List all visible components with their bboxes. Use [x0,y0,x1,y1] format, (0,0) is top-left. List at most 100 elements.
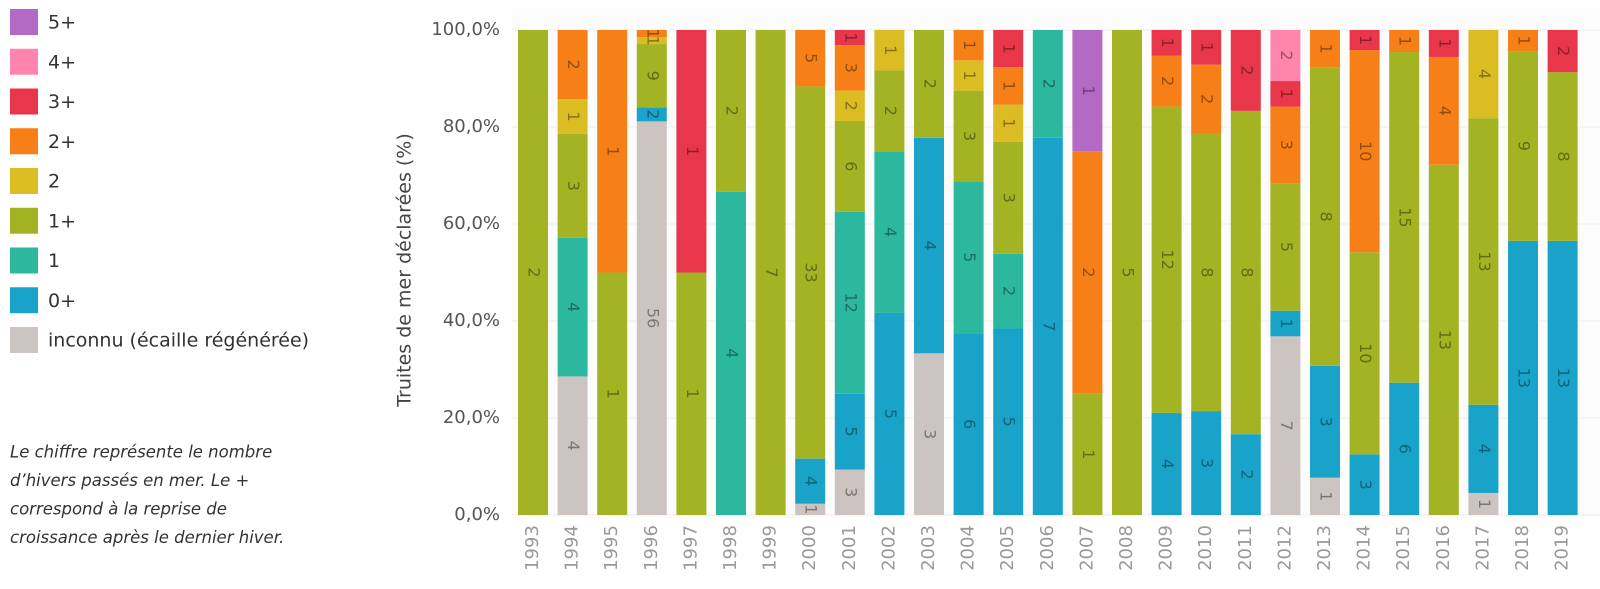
data-label: 1 [604,389,623,399]
bar-segment [1270,183,1301,311]
data-label: 3 [841,63,860,73]
x-tick-label: 2019 [1552,525,1573,571]
x-tick-label: 2012 [1274,525,1295,571]
bar-segment [636,30,667,38]
y-tick-label: 80,0% [443,116,500,137]
bar-segment [1270,310,1301,337]
bar-segment [1428,30,1459,57]
data-label: 1 [1317,491,1336,501]
bar-segment [1151,106,1182,413]
data-label: 5 [1119,267,1138,277]
bar-segment [993,141,1024,254]
x-tick-label: 2013 [1314,525,1335,571]
data-label: 6 [960,419,979,429]
bar-segment [1310,477,1340,515]
data-label: 2 [643,109,662,119]
note-line: croissance après le dernier hiver. [10,528,284,547]
data-label: 1 [1158,38,1177,48]
bar-segment [795,86,826,459]
x-tick-label: 2001 [839,525,860,571]
data-label: 13 [1475,251,1494,271]
data-label: 3 [960,131,979,141]
bar-segment [1072,151,1103,394]
data-label: 2 [1237,469,1256,479]
legend-label: 4+ [48,51,76,73]
data-label: 5 [802,53,821,63]
x-tick-label: 2009 [1156,525,1177,571]
bar-segment [1468,30,1499,119]
bar-segment [874,30,905,71]
data-label: 13 [1515,368,1534,388]
note-line: d’hivers passés en mer. Le + [10,471,249,490]
x-tick-label: 2010 [1195,525,1216,571]
bar-segment [953,181,984,334]
legend-label: 1+ [48,210,76,232]
bar-segment [1191,64,1222,134]
bar-segment [1270,30,1301,82]
x-tick-label: 1998 [720,525,741,571]
bar-segment [1270,336,1301,515]
data-label: 1 [683,389,702,399]
bar-segment [1468,404,1499,493]
data-label: 3 [1277,140,1296,150]
bar-segment [1151,412,1182,515]
y-tick-label: 60,0% [443,213,500,234]
bar-segment [557,237,588,377]
data-label: 1 [1198,42,1217,52]
data-label: 3 [921,429,940,439]
bar-segment [1151,30,1182,56]
data-label: 2 [1198,94,1217,104]
bar-segment [834,120,865,212]
bar-segment [1230,434,1261,515]
bar-segment [676,272,707,515]
bar-segment [1428,56,1459,165]
x-tick-label: 2011 [1235,525,1256,571]
x-tick-label: 2000 [799,525,820,571]
x-tick-label: 2008 [1116,525,1137,571]
data-label: 1 [643,28,662,38]
legend-swatch [10,168,38,194]
x-tick-label: 2005 [997,525,1018,571]
data-label: 1 [1000,118,1019,128]
x-tick-label: 2016 [1433,525,1454,571]
legend-label: 3+ [48,91,76,113]
bar-segment [1032,30,1063,138]
data-label: 12 [841,293,860,313]
legend-label: 5+ [48,12,76,34]
y-tick-label: 0,0% [454,504,500,525]
legend-label: 2 [48,171,60,193]
data-label: 8 [1198,267,1217,277]
bar-segment [993,30,1024,68]
x-tick-label: 2002 [878,525,899,571]
data-label: 1 [1317,44,1336,54]
data-label: 1 [1079,86,1098,96]
data-label: 1 [960,70,979,80]
data-label: 13 [1554,368,1573,388]
legend-swatch [10,88,38,115]
bar-segment [1072,393,1103,515]
bar-segment [1508,30,1538,52]
data-label: 2 [841,101,860,111]
data-label: 1 [683,146,702,156]
bar-segment [795,503,826,515]
legend-label: 0+ [48,290,76,312]
data-label: 2 [723,106,742,116]
data-label: 2 [921,79,940,89]
y-tick-label: 40,0% [443,310,500,331]
bar-segment [557,376,588,515]
data-label: 2 [1554,46,1573,56]
data-label: 5 [960,252,979,262]
data-label: 4 [802,476,821,486]
bar-segment [1468,492,1499,515]
x-tick-label: 1995 [601,525,622,571]
x-tick-label: 1993 [522,525,543,571]
data-label: 9 [643,71,662,81]
bar-segment [1389,382,1420,515]
x-tick-label: 2006 [1037,525,1058,571]
x-tick-label: 1999 [760,525,781,571]
y-tick-label: 100,0% [431,19,500,40]
bar-segment [755,30,786,515]
bar-segment [557,133,588,238]
bar-segment [1508,51,1538,241]
bar-segment [1270,106,1301,184]
